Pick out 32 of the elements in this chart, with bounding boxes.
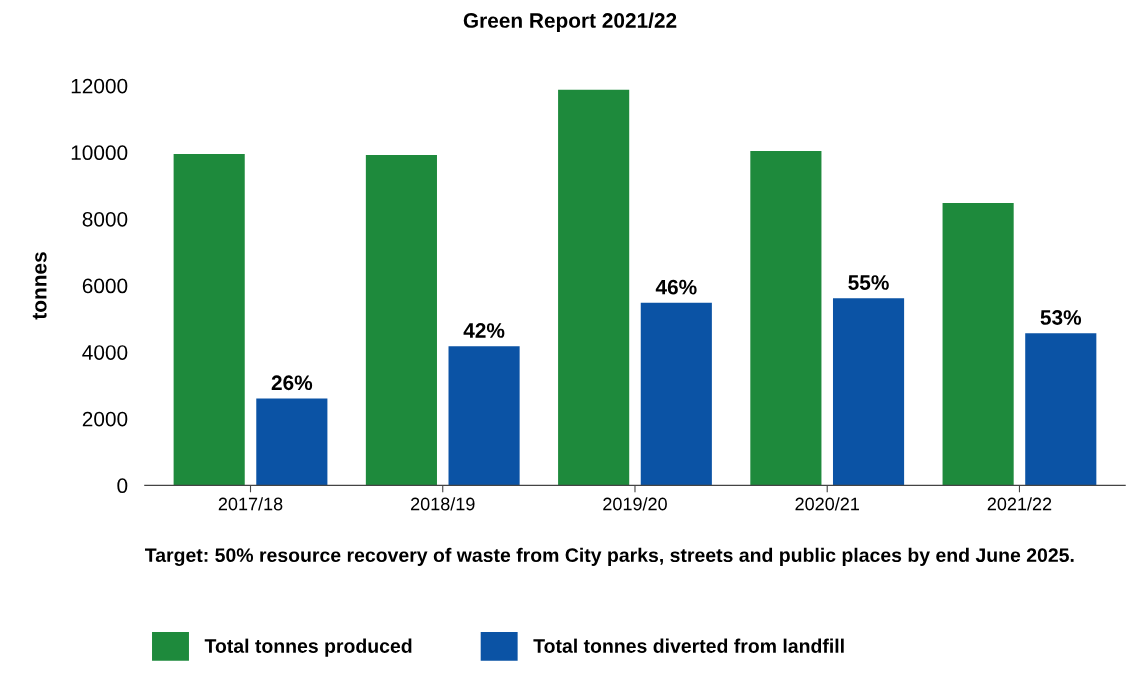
annotation: 55% <box>848 275 889 290</box>
x-tick-label: 2020/21 <box>795 497 859 511</box>
bar <box>942 202 1014 486</box>
annotation: 42% <box>463 323 505 338</box>
annotation: 46% <box>655 279 697 295</box>
bar <box>173 153 245 486</box>
legend-label: Total tonnes diverted from landfill <box>533 638 844 653</box>
annotation: 53% <box>1040 310 1082 325</box>
x-tick-label: 2017/18 <box>218 497 283 511</box>
y-tick-label: 6000 <box>82 278 128 294</box>
annotation: 26% <box>271 375 313 391</box>
x-tick-label: 2021/22 <box>987 497 1052 511</box>
x-tick-label: 2019/20 <box>603 497 667 511</box>
x-tick-label: 2018/19 <box>411 497 475 511</box>
bar <box>558 89 630 486</box>
y-tick-label: 8000 <box>82 211 128 227</box>
bar <box>640 302 712 486</box>
bar <box>256 398 328 486</box>
legend-label: Total tonnes produced <box>204 638 412 657</box>
y-tick-label: 10000 <box>71 145 128 161</box>
bar <box>832 298 905 486</box>
y-tick-label: 12000 <box>71 78 128 94</box>
bar <box>448 346 520 486</box>
y-axis-title: tonnes <box>32 252 47 320</box>
y-tick-label: 2000 <box>82 411 128 427</box>
bar <box>365 154 437 486</box>
chart-title: Green Report 2021/22 <box>463 12 677 32</box>
text: Target: 50% resource recovery of waste from City parks, streets and public places by end June 2025. <box>145 547 1074 566</box>
y-tick-label: 4000 <box>82 345 128 360</box>
y-tick-label: 0 <box>117 478 128 494</box>
bar <box>750 150 822 486</box>
bar <box>1025 333 1097 486</box>
